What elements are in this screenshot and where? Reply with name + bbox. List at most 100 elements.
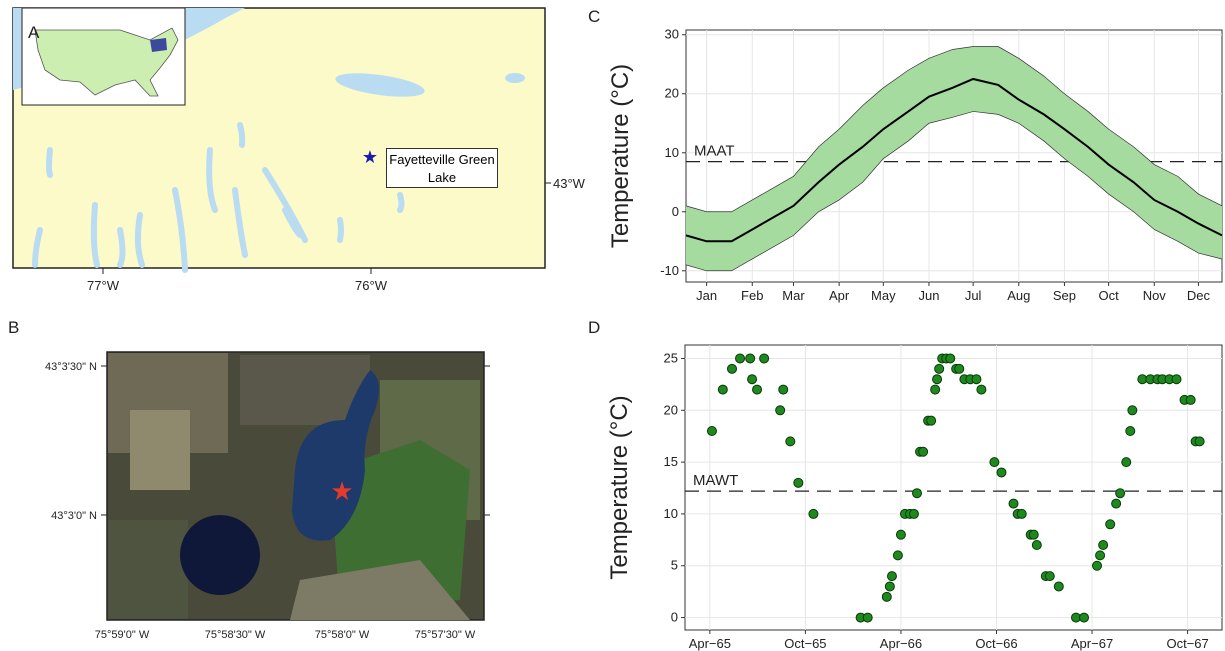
point <box>1194 436 1205 447</box>
point <box>954 363 965 374</box>
point <box>1127 405 1138 416</box>
x-tick-label: Oct−66 <box>975 636 1017 651</box>
x-tick-label: Nov <box>1143 288 1167 303</box>
point <box>989 457 1000 468</box>
x-tick-label: Jan <box>696 288 717 303</box>
map-b: ★ B 43°3'30" N 43°3'0" N 75°59'0" W 75°5… <box>8 318 490 641</box>
point <box>1125 426 1136 437</box>
point <box>932 374 943 385</box>
point <box>1028 529 1039 540</box>
reference-label: MAAT <box>694 143 735 160</box>
point <box>945 353 956 364</box>
point <box>727 363 738 374</box>
point <box>971 374 982 385</box>
point <box>747 374 758 385</box>
x-tick-label: Sep <box>1053 288 1076 303</box>
point <box>930 384 941 395</box>
point <box>886 571 897 582</box>
point <box>778 384 789 395</box>
x-tick-label: 77°W <box>87 278 120 293</box>
x-tick-label: Apr−67 <box>1071 636 1113 651</box>
point <box>1171 374 1182 385</box>
point <box>918 446 929 457</box>
point <box>976 384 987 395</box>
y-axis-title: Temperature (°C) <box>607 64 634 248</box>
panel-letter: D <box>588 318 600 337</box>
y-tick-label: 30 <box>665 27 679 42</box>
x-tick-label: Apr <box>829 288 850 303</box>
svg-text:★: ★ <box>362 147 378 167</box>
y-tick-label: 20 <box>665 86 679 101</box>
x-tick-label: 75°59'0" W <box>95 629 150 641</box>
panel-letter: C <box>588 7 600 26</box>
y-tick-label: 20 <box>664 402 678 417</box>
x-tick-label: Oct <box>1098 288 1119 303</box>
point <box>717 384 728 395</box>
panel-letter: A <box>28 23 40 42</box>
point <box>1092 560 1103 571</box>
y-tick-label: 43°W <box>553 176 586 191</box>
point <box>1079 612 1090 623</box>
y-tick-label: -10 <box>660 263 679 278</box>
x-tick-label: 75°58'0" W <box>315 629 370 641</box>
x-tick-label: Aug <box>1007 288 1030 303</box>
point <box>706 426 717 437</box>
point <box>735 353 746 364</box>
band-edge <box>685 46 1223 213</box>
point <box>881 591 892 602</box>
svg-text:★: ★ <box>330 476 353 506</box>
point <box>892 550 903 561</box>
point <box>1121 457 1132 468</box>
point <box>775 405 786 416</box>
point <box>1095 550 1106 561</box>
point <box>808 508 819 519</box>
band <box>686 46 1222 271</box>
map-a: ★ A 77°W 76°W 43°W <box>12 7 586 293</box>
y-tick-label: 0 <box>672 204 679 219</box>
point <box>1111 498 1122 509</box>
point <box>934 363 945 374</box>
x-tick-label: Jul <box>965 288 982 303</box>
x-tick-label: Oct−65 <box>784 636 826 651</box>
y-tick-label: 10 <box>665 145 679 160</box>
y-axis-title: Temperature (°C) <box>606 395 633 579</box>
x-tick-label: Dec <box>1187 288 1211 303</box>
x-tick-label: Oct−67 <box>1166 636 1208 651</box>
y-tick-label: 25 <box>664 350 678 365</box>
point <box>793 477 804 488</box>
reference-label: MAWT <box>693 472 738 489</box>
x-tick-label: Feb <box>741 288 763 303</box>
point <box>1031 540 1042 551</box>
y-tick-label: 10 <box>664 506 678 521</box>
point <box>1105 519 1116 530</box>
point <box>752 384 763 395</box>
x-tick-label: 76°W <box>355 278 388 293</box>
point <box>926 415 937 426</box>
x-tick-label: Jun <box>918 288 939 303</box>
x-tick-label: Apr−66 <box>880 636 922 651</box>
point <box>911 488 922 499</box>
x-tick-label: May <box>871 288 896 303</box>
y-tick-label: 43°3'30" N <box>45 361 97 373</box>
point <box>884 581 895 592</box>
site-label: Fayetteville Green Lake <box>386 148 498 188</box>
x-tick-label: 75°57'30" W <box>415 629 476 641</box>
point <box>1008 498 1019 509</box>
point <box>1098 540 1109 551</box>
point <box>1185 394 1196 405</box>
point <box>1053 581 1064 592</box>
y-tick-label: 5 <box>671 558 678 573</box>
point <box>759 353 770 364</box>
y-tick-label: 15 <box>664 454 678 469</box>
plot-area <box>684 344 1223 631</box>
x-tick-label: 75°58'30" W <box>205 629 266 641</box>
point <box>1016 508 1027 519</box>
x-tick-label: Mar <box>782 288 805 303</box>
point <box>996 467 1007 478</box>
panel-letter: B <box>8 318 19 337</box>
point <box>1044 571 1055 582</box>
point <box>1115 488 1126 499</box>
point <box>745 353 756 364</box>
point <box>862 612 873 623</box>
